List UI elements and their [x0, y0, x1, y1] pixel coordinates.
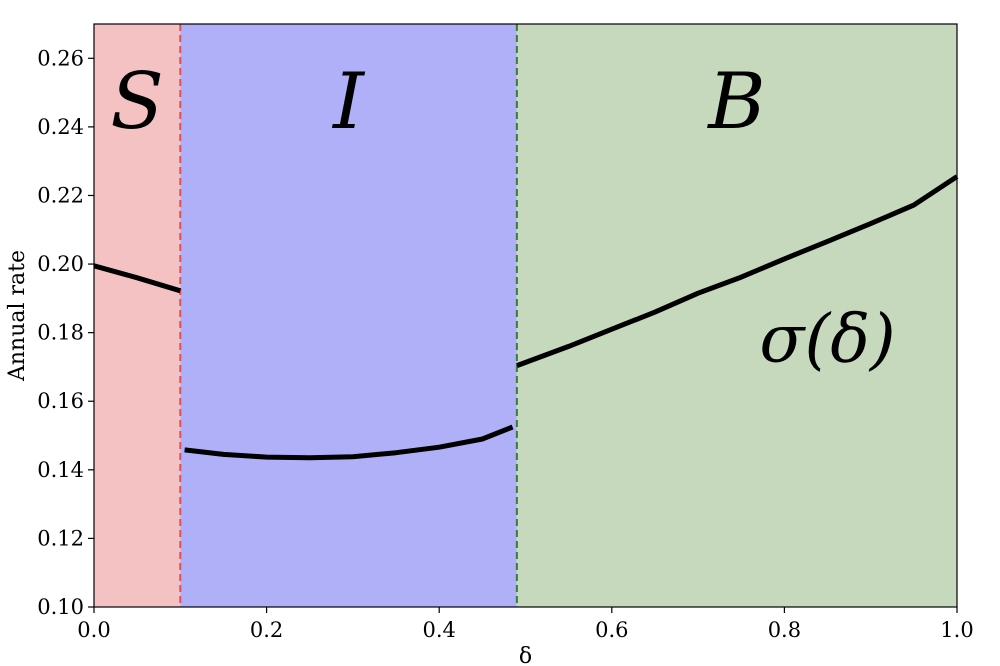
y-tick-label: 0.20: [37, 252, 84, 276]
sigma-curve-segment-2: [184, 424, 514, 461]
y-axis-label: Annual rate: [5, 250, 30, 382]
y-tick-label: 0.14: [37, 458, 84, 482]
y-tick-label: 0.12: [37, 526, 84, 550]
y-axis-ticks: 0.10 0.12 0.14 0.16 0.18 0.20 0.22 0.24 0.26: [37, 46, 94, 619]
region-backgrounds: [94, 24, 957, 607]
y-tick-label: 0.26: [37, 46, 84, 70]
y-tick-label: 0.16: [37, 389, 84, 413]
region-label-s: S: [110, 57, 163, 147]
sigma-curve: [93, 174, 959, 461]
annotations: σ(δ): [759, 301, 895, 378]
x-axis-ticks: 0.0 0.2 0.4 0.6 0.8 1.0: [77, 607, 974, 642]
y-tick-label: 0.10: [37, 595, 84, 619]
region-label-i: I: [331, 57, 366, 147]
region-boundaries: [179, 24, 518, 607]
y-tick-label: 0.18: [37, 321, 84, 345]
x-tick-label: 0.8: [768, 618, 801, 642]
y-tick-label: 0.22: [37, 183, 84, 207]
x-tick-label: 0.2: [250, 618, 283, 642]
x-tick-label: 0.6: [595, 618, 628, 642]
region-b-background: [516, 24, 957, 607]
sigma-curve-segment-3: [516, 174, 959, 368]
x-tick-label: 0.0: [77, 618, 110, 642]
region-i-background: [180, 24, 517, 607]
x-axis-label: δ: [519, 644, 532, 666]
region-label-b: B: [706, 57, 765, 147]
y-tick-label: 0.24: [37, 115, 84, 139]
sigma-curve-segment-1: [93, 263, 182, 294]
plot-frame: [93, 23, 958, 608]
x-tick-label: 0.4: [422, 618, 455, 642]
curve-label-sigma: σ(δ): [759, 301, 895, 378]
region-s-background: [94, 24, 181, 607]
x-tick-label: 1.0: [940, 618, 973, 642]
